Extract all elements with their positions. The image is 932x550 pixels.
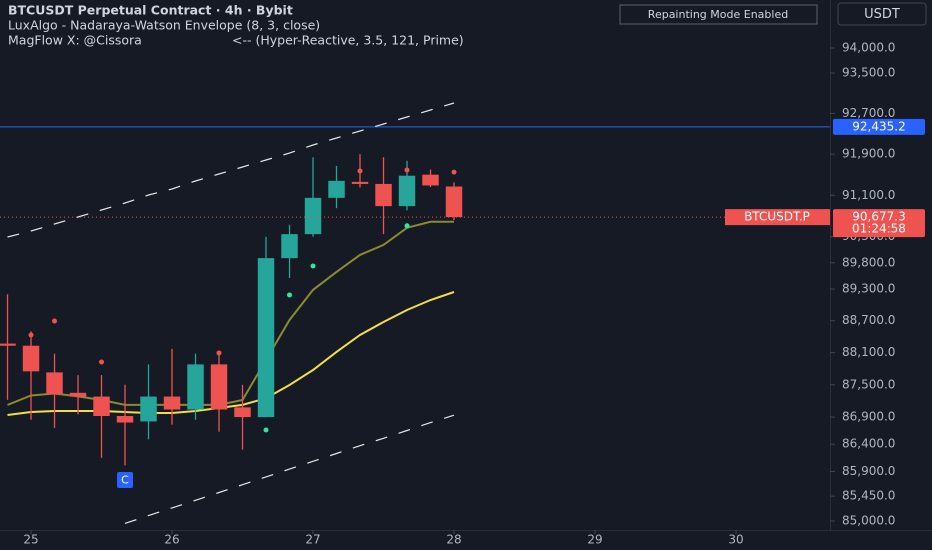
symbol-tag: [725, 209, 830, 226]
candle-body: [163, 396, 181, 410]
candle-body: [0, 343, 16, 346]
y-tick-label: 87,500.0: [842, 377, 895, 391]
plot-area: [0, 102, 830, 524]
moving-average-line: [7, 220, 454, 406]
signal-dot: [28, 332, 34, 338]
y-tick-label: 86,400.0: [842, 437, 895, 451]
currency[interactable]: USDT: [864, 7, 900, 22]
signal-dot: [310, 263, 316, 269]
y-tick-label: 86,900.0: [842, 410, 895, 424]
candle-body: [140, 396, 157, 422]
candle-body: [187, 364, 204, 410]
candle-body: [375, 183, 392, 207]
candle-body: [304, 197, 322, 235]
y-tick-label: 92,700.0: [842, 106, 895, 120]
candle-body: [22, 345, 40, 372]
x-tick-label: 28: [446, 533, 461, 547]
y-tick-label: 85,900.0: [842, 464, 895, 478]
y-tick-label: 94,000.0: [842, 40, 895, 54]
signal-dot: [263, 427, 269, 433]
signal-dot: [404, 223, 410, 229]
indicator-params: <-- (Hyper-Reactive, 3.5, 121, Prime): [232, 33, 464, 48]
signal-dot: [404, 167, 410, 173]
y-tick-label: 85,000.0: [842, 513, 895, 527]
countdown-label: 01:24:58: [852, 222, 906, 236]
candle-body: [257, 258, 275, 418]
envelope-line: [124, 414, 455, 524]
signal-dot: [287, 292, 293, 298]
y-tick-label: 88,700.0: [842, 313, 895, 327]
candle-body: [93, 396, 110, 417]
candle-body: [210, 364, 228, 410]
signal-dot: [99, 359, 105, 365]
price-line-label: 92,435.2: [852, 119, 905, 133]
candle-body: [351, 181, 369, 184]
candle-body: [328, 180, 345, 198]
y-tick-label: 89,300.0: [842, 282, 895, 296]
candle-body: [281, 234, 298, 259]
envelope-line: [7, 102, 455, 238]
indicator-label: MagFlow X: @Cissora: [8, 33, 142, 48]
signal-dot: [216, 350, 222, 356]
y-tick-label: 93,500.0: [842, 66, 895, 80]
indicator-label: LuxAlgo - Nadaraya-Watson Envelope (8, 3…: [8, 18, 320, 33]
y-tick-label: 89,800.0: [842, 255, 895, 269]
signal-dot: [428, 177, 434, 183]
last-price-tag: [833, 209, 925, 238]
x-tick-label: 25: [23, 533, 38, 547]
x-tick-label: 26: [164, 533, 179, 547]
signal-dot: [451, 169, 457, 175]
candle-body: [398, 175, 416, 207]
y-tick-label: 91,100.0: [842, 188, 895, 202]
candle-body: [116, 416, 134, 423]
x-tick-label: 30: [728, 533, 743, 547]
chart-title: BTCUSDT Perpetual Contract · 4h · Bybit: [8, 3, 293, 18]
signal-marker-box: [117, 472, 134, 488]
moving-average-line: [7, 291, 455, 416]
x-tick-label: 29: [587, 533, 602, 547]
signal-dot: [52, 318, 58, 324]
candle-body: [69, 392, 87, 397]
symbol-label: BTCUSDT.P: [744, 210, 810, 224]
signal-marker-label: C: [121, 474, 129, 487]
y-tick-label: 88,100.0: [842, 345, 895, 359]
y-tick-label: 91,900.0: [842, 147, 895, 161]
y-tick-label: 85,450.0: [842, 489, 895, 503]
candle-body: [445, 186, 463, 218]
last-price-label: 90,677.3: [852, 210, 905, 224]
x-tick-label: 27: [305, 533, 320, 547]
badge: Repainting Mode Enabled: [648, 8, 788, 21]
candle-body: [46, 372, 63, 395]
currency-button[interactable]: [837, 2, 927, 26]
badge-box: [619, 4, 818, 25]
price-line-tag: [833, 118, 925, 135]
signal-dot: [357, 168, 363, 174]
candle-body: [234, 407, 251, 418]
